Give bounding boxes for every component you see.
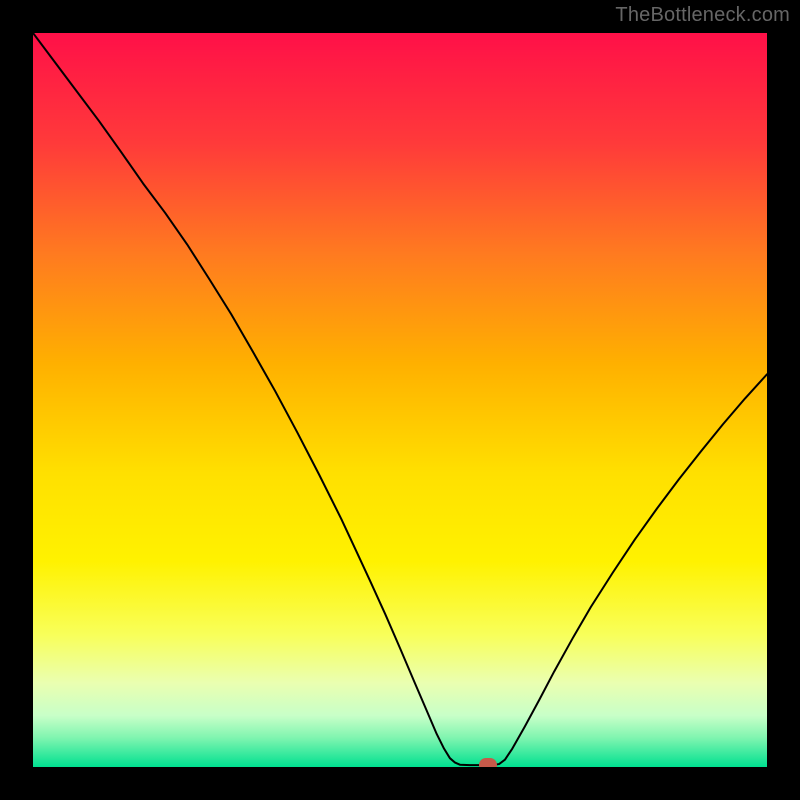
plot-inner <box>33 33 767 767</box>
plot-area <box>33 33 767 767</box>
minimum-dot <box>479 758 497 767</box>
watermark-text: TheBottleneck.com <box>615 4 790 27</box>
chart-root: TheBottleneck.com <box>0 0 800 800</box>
minimum-dot-layer <box>479 758 497 767</box>
curve-layer <box>33 33 767 767</box>
bottleneck-curve <box>33 33 767 765</box>
